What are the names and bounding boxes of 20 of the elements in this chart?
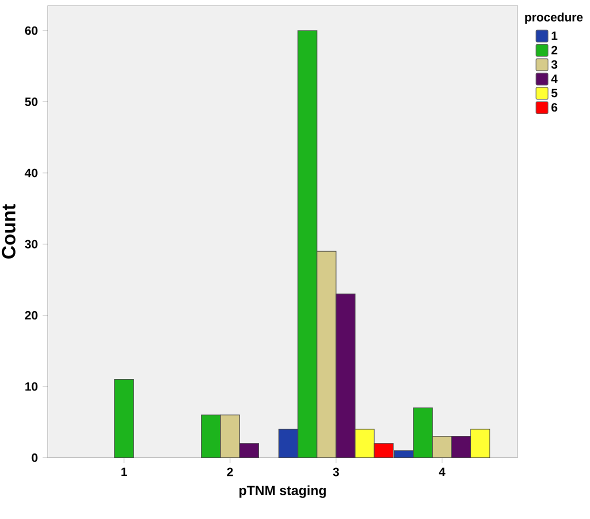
legend-label: 1 xyxy=(552,32,558,40)
y-tick-label: 50 xyxy=(24,98,38,106)
legend-title: procedure xyxy=(525,12,583,24)
y-tick-label: 30 xyxy=(24,240,38,248)
y-tick-label: 10 xyxy=(25,382,38,391)
legend-label: 3 xyxy=(551,60,558,69)
y-tick-label: 0 xyxy=(32,453,38,462)
x-tick-label: 2 xyxy=(227,468,233,476)
legend-label: 5 xyxy=(551,88,558,98)
y-tick-label: 20 xyxy=(25,311,38,320)
x-tick-label: 1 xyxy=(121,468,128,476)
legend-label: 2 xyxy=(551,46,558,54)
y-axis-title: Count xyxy=(2,204,16,259)
x-tick-label: 4 xyxy=(438,468,446,476)
y-tick-label: 60 xyxy=(25,26,38,35)
legend-label: 6 xyxy=(551,103,558,112)
y-tick-label: 40 xyxy=(24,168,38,178)
x-axis-title: pTNM staging xyxy=(239,485,326,498)
legend-label: 4 xyxy=(551,74,558,83)
x-tick-label: 3 xyxy=(332,468,339,476)
